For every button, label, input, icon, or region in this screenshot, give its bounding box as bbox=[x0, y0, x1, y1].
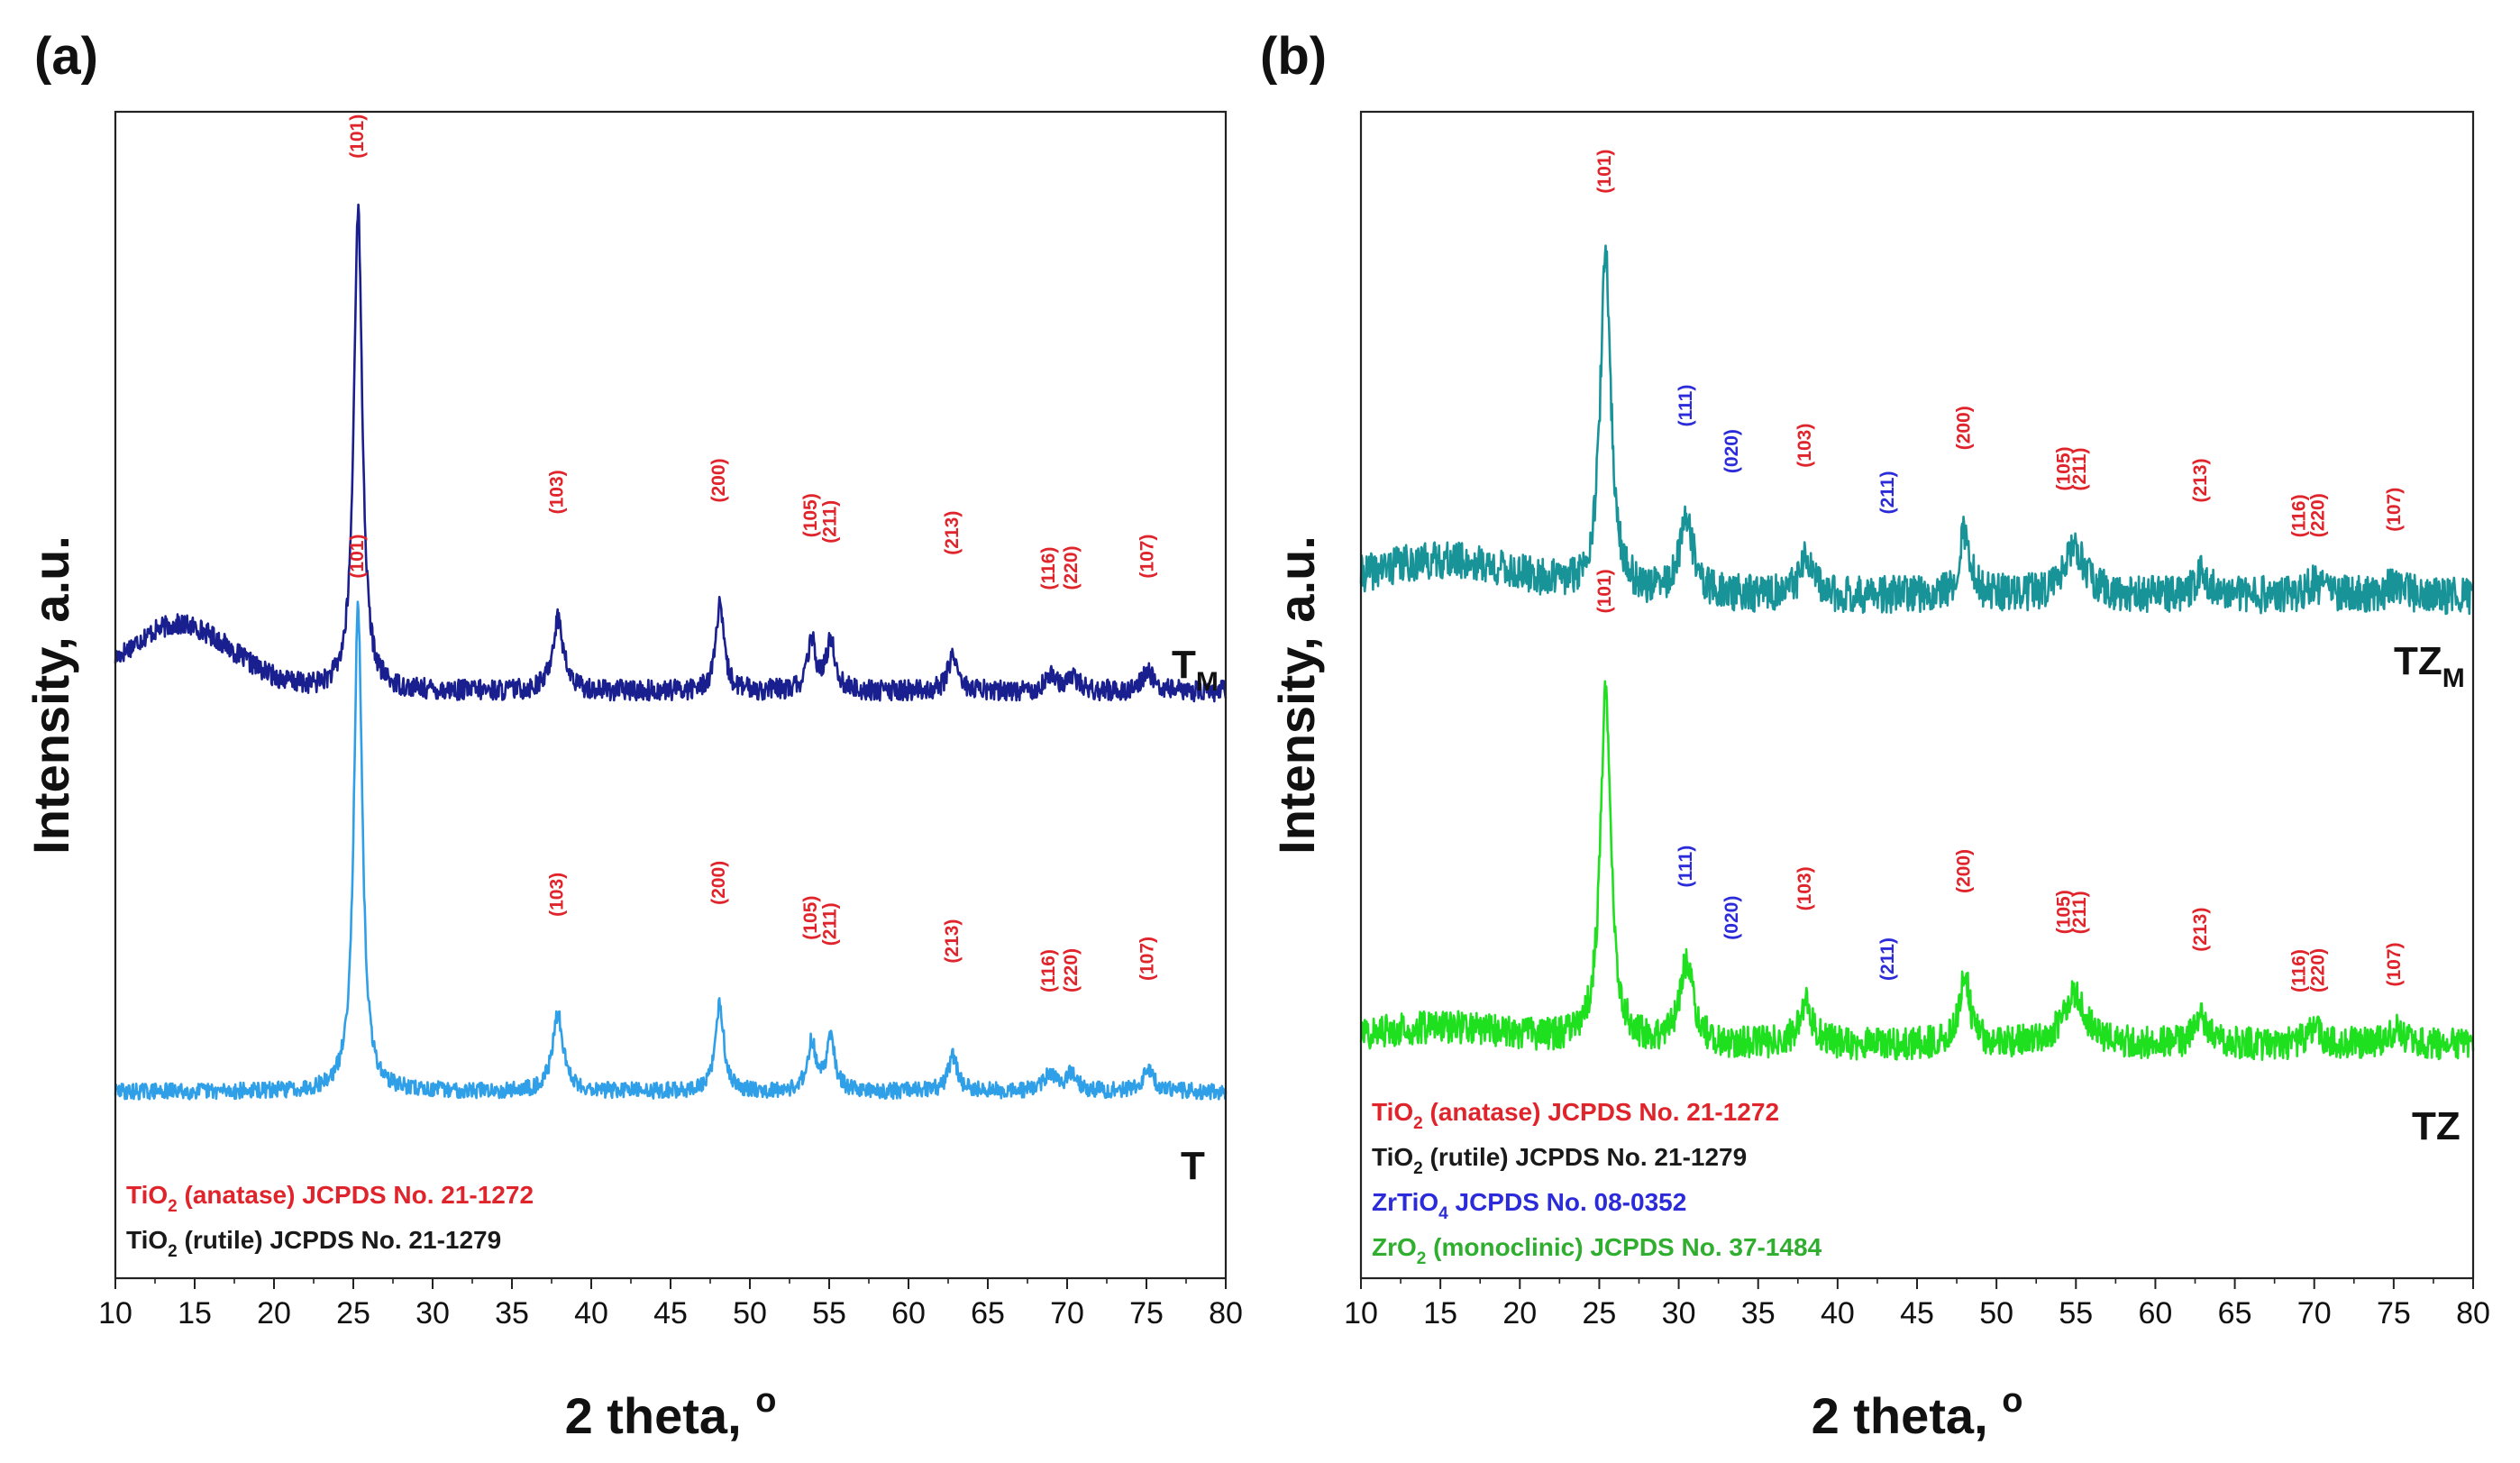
peak-annotation: (211) bbox=[1877, 937, 1898, 981]
peak-annotation: (111) bbox=[1675, 385, 1696, 427]
x-tick-label: 45 bbox=[1900, 1296, 1934, 1330]
peak-annotation: (105) bbox=[800, 493, 821, 537]
peak-annotation: (107) bbox=[1137, 937, 1157, 981]
x-tick-label: 50 bbox=[1979, 1296, 2013, 1330]
peak-annotation: (200) bbox=[708, 861, 729, 905]
peak-annotation: (101) bbox=[1594, 569, 1615, 613]
panel-a: (a)TMT(101)(103) (200)(105)(211) (213)(116… bbox=[23, 27, 1243, 1444]
peak-annotation: (220) bbox=[2308, 493, 2329, 537]
peak-annotation: (116) bbox=[1038, 949, 1059, 992]
x-tick-label: 20 bbox=[1502, 1296, 1537, 1330]
x-tick-label: 35 bbox=[495, 1296, 529, 1330]
peak-annotation: (103) bbox=[547, 873, 568, 917]
x-tick-label: 25 bbox=[336, 1296, 370, 1330]
x-tick-label: 10 bbox=[1344, 1296, 1378, 1330]
peak-annotation: (107) bbox=[1137, 535, 1157, 579]
peak-annotation: (220) bbox=[2308, 948, 2329, 992]
x-tick-label: 20 bbox=[257, 1296, 291, 1330]
x-tick-label: 30 bbox=[1662, 1296, 1696, 1330]
x-tick-label: 80 bbox=[2456, 1296, 2490, 1330]
y-axis-label: Intensity, a.u. bbox=[1268, 535, 1325, 855]
x-tick-label: 10 bbox=[98, 1296, 132, 1330]
legend-entry: ZrTiO4 JCPDS No. 08-0352 bbox=[1372, 1188, 1686, 1223]
peak-annotation: (105) bbox=[2053, 890, 2074, 934]
peak-annotation: (103) bbox=[1794, 424, 1815, 468]
x-tick-label: 70 bbox=[2297, 1296, 2332, 1330]
peak-annotation: (020) bbox=[1721, 896, 1742, 940]
series-label: T bbox=[1181, 1144, 1205, 1188]
x-tick-label: 30 bbox=[415, 1296, 450, 1330]
panel-label: (b) bbox=[1260, 27, 1327, 86]
series-line-lower bbox=[114, 600, 1228, 1101]
peak-annotation: (200) bbox=[1953, 406, 1974, 450]
legend-entry: TiO2 (anatase) JCPDS No. 21-1272 bbox=[1372, 1098, 1779, 1133]
peak-annotation: (200) bbox=[708, 458, 729, 502]
x-tick-label: 40 bbox=[574, 1296, 608, 1330]
peak-annotation: (116) bbox=[2288, 494, 2309, 537]
series-line-upper bbox=[114, 203, 1228, 703]
legend-entry: TiO2 (anatase) JCPDS No. 21-1272 bbox=[126, 1181, 534, 1216]
peak-annotation: (107) bbox=[2384, 942, 2405, 986]
peak-annotation: (213) bbox=[942, 919, 963, 964]
peak-annotation: (220) bbox=[1061, 948, 1082, 992]
x-tick-label: 60 bbox=[2139, 1296, 2173, 1330]
x-tick-label: 55 bbox=[2059, 1296, 2093, 1330]
x-tick-label: 15 bbox=[178, 1296, 212, 1330]
x-tick-label: 35 bbox=[1741, 1296, 1776, 1330]
peak-annotation: (116) bbox=[2288, 949, 2309, 992]
peak-annotation: (116) bbox=[1038, 547, 1059, 590]
peak-annotation: (101) bbox=[347, 114, 368, 159]
peak-annotation: (211) bbox=[819, 500, 840, 544]
peak-annotation: (101) bbox=[1594, 150, 1615, 194]
x-tick-label: 25 bbox=[1583, 1296, 1617, 1330]
peak-annotation: (211) bbox=[2069, 448, 2090, 491]
x-tick-label: 65 bbox=[2218, 1296, 2252, 1330]
x-tick-label: 55 bbox=[812, 1296, 846, 1330]
x-axis-label: 2 theta, o bbox=[1812, 1382, 2023, 1444]
legend-entry: TiO2 (rutile) JCPDS No. 21-1279 bbox=[126, 1226, 501, 1261]
legend-entry: TiO2 (rutile) JCPDS No. 21-1279 bbox=[1372, 1143, 1747, 1178]
series-label: TZ bbox=[2412, 1104, 2461, 1148]
x-tick-label: 60 bbox=[891, 1296, 926, 1330]
series-line-upper bbox=[1359, 244, 2475, 616]
peak-annotation: (103) bbox=[1794, 866, 1815, 910]
peak-annotation: (211) bbox=[2069, 891, 2090, 934]
x-tick-label: 15 bbox=[1423, 1296, 1457, 1330]
x-tick-label: 65 bbox=[971, 1296, 1005, 1330]
peak-annotation: (107) bbox=[2384, 488, 2405, 532]
series-label: TM bbox=[1172, 643, 1219, 697]
x-tick-label: 80 bbox=[1209, 1296, 1243, 1330]
x-tick-label: 75 bbox=[1129, 1296, 1164, 1330]
peak-annotation: (111) bbox=[1675, 846, 1696, 888]
peak-annotation: (103) bbox=[547, 470, 568, 514]
panel-b: (b) TZM TZ (101) (111) (020) (103) (211) (200) (1… bbox=[1260, 27, 2490, 1444]
series-line-lower bbox=[1359, 680, 2475, 1061]
x-tick-label: 40 bbox=[1821, 1296, 1855, 1330]
peak-annotation: (213) bbox=[2190, 908, 2211, 952]
panel-label: (a) bbox=[34, 27, 98, 86]
peak-annotation: (213) bbox=[942, 511, 963, 555]
peak-annotation: (211) bbox=[1877, 471, 1898, 515]
y-axis-label: Intensity, a.u. bbox=[23, 535, 79, 855]
x-tick-label: 75 bbox=[2377, 1296, 2411, 1330]
peak-annotation: (101) bbox=[347, 535, 368, 579]
x-tick-label: 70 bbox=[1050, 1296, 1084, 1330]
peak-annotation: (220) bbox=[1061, 545, 1082, 590]
peak-annotation: (200) bbox=[1953, 849, 1974, 893]
series-label: TZM bbox=[2394, 639, 2465, 693]
x-tick-label: 50 bbox=[733, 1296, 767, 1330]
peak-annotation: (213) bbox=[2190, 458, 2211, 502]
peak-annotation: (020) bbox=[1721, 429, 1742, 473]
x-axis-label: 2 theta, o bbox=[565, 1382, 777, 1444]
peak-annotation: (211) bbox=[819, 902, 840, 946]
peak-annotation: (105) bbox=[800, 896, 821, 940]
peak-annotation: (105) bbox=[2053, 446, 2074, 490]
x-tick-label: 45 bbox=[653, 1296, 688, 1330]
legend-entry: ZrO2 (monoclinic) JCPDS No. 37-1484 bbox=[1372, 1233, 1822, 1268]
